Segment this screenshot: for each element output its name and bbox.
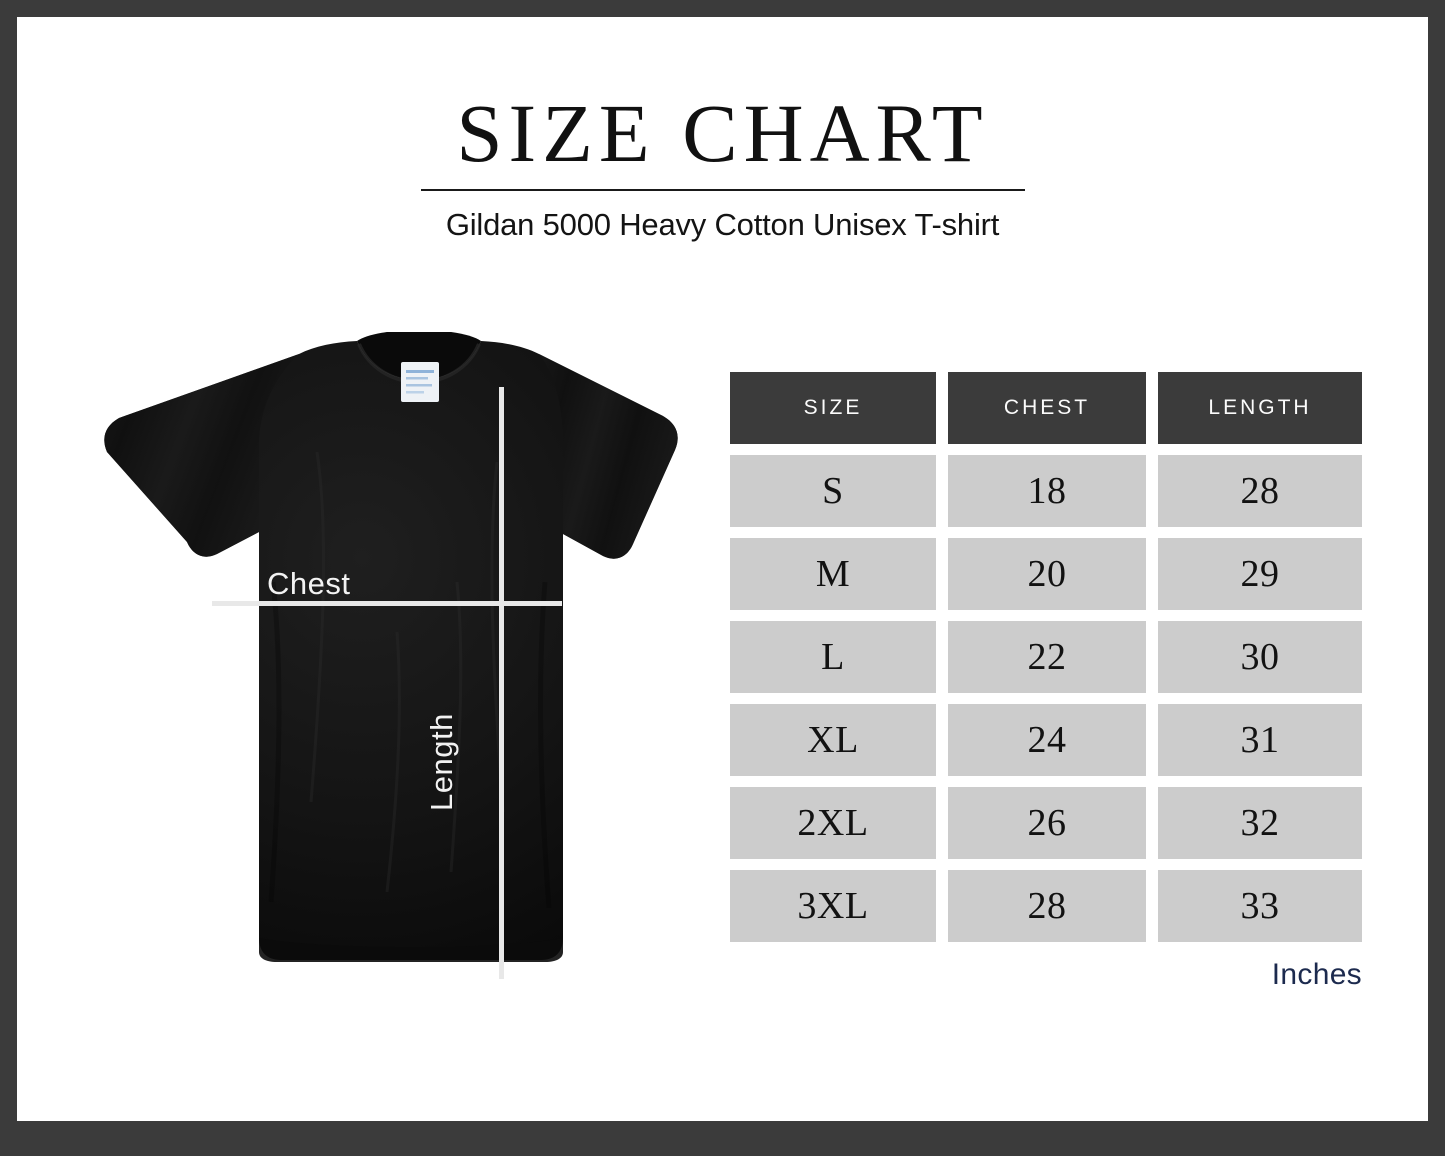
table-row: M 20 29 — [730, 538, 1362, 610]
table-row: 3XL 28 33 — [730, 870, 1362, 942]
cell-chest: 26 — [948, 787, 1146, 859]
column-header-length: LENGTH — [1158, 372, 1362, 444]
page-title: SIZE CHART — [456, 87, 989, 179]
units-label: Inches — [1271, 958, 1362, 991]
cell-size: S — [730, 455, 936, 527]
cell-length: 32 — [1158, 787, 1362, 859]
cell-chest: 20 — [948, 538, 1146, 610]
cell-chest: 18 — [948, 455, 1146, 527]
length-measurement-label: Length — [424, 713, 459, 811]
cell-length: 28 — [1158, 455, 1362, 527]
cell-length: 30 — [1158, 621, 1362, 693]
neck-tag-icon — [401, 362, 439, 402]
cell-length: 33 — [1158, 870, 1362, 942]
chest-measurement-label: Chest — [267, 566, 351, 601]
cell-size: 2XL — [730, 787, 936, 859]
cell-length: 29 — [1158, 538, 1362, 610]
page-subtitle: Gildan 5000 Heavy Cotton Unisex T-shirt — [445, 207, 1000, 242]
cell-size: XL — [730, 704, 936, 776]
table-header-row: SIZE CHEST LENGTH — [730, 372, 1362, 444]
cell-size: M — [730, 538, 936, 610]
chart-canvas: SIZE CHART Gildan 5000 Heavy Cotton Unis… — [17, 17, 1428, 1121]
header-block: SIZE CHART Gildan 5000 Heavy Cotton Unis… — [17, 87, 1428, 245]
length-measurement-line — [499, 387, 504, 979]
cell-size: L — [730, 621, 936, 693]
cell-chest: 22 — [948, 621, 1146, 693]
tshirt-body — [104, 332, 678, 962]
cell-size: 3XL — [730, 870, 936, 942]
size-table: SIZE CHEST LENGTH S 18 28 M 20 29 L 22 3… — [730, 372, 1362, 953]
cell-length: 31 — [1158, 704, 1362, 776]
cell-chest: 24 — [948, 704, 1146, 776]
table-row: XL 24 31 — [730, 704, 1362, 776]
table-row: S 18 28 — [730, 455, 1362, 527]
column-header-chest: CHEST — [948, 372, 1146, 444]
column-header-size: SIZE — [730, 372, 936, 444]
title-divider — [420, 189, 1025, 191]
tshirt-graphic — [104, 332, 678, 962]
chest-measurement-line — [212, 601, 562, 606]
table-row: 2XL 26 32 — [730, 787, 1362, 859]
tshirt-illustration: Chest Length — [67, 332, 707, 992]
cell-chest: 28 — [948, 870, 1146, 942]
table-row: L 22 30 — [730, 621, 1362, 693]
